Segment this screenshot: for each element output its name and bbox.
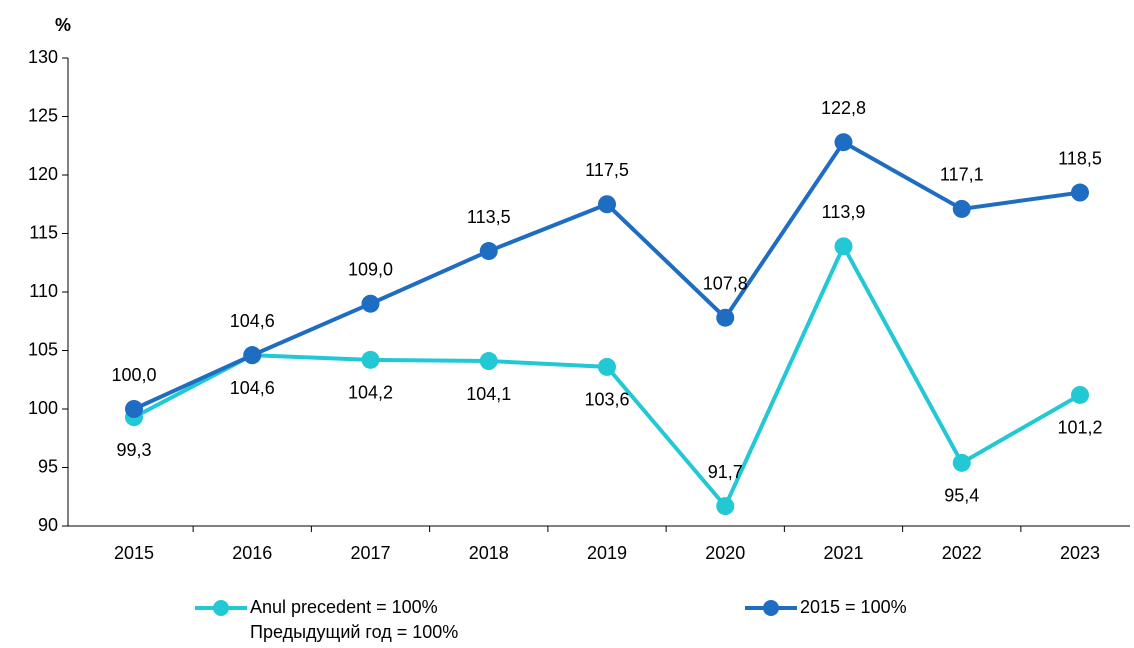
point <box>716 308 735 327</box>
x-tick-label: 2015 <box>114 543 154 563</box>
y-tick-label: 125 <box>28 105 58 125</box>
series-line <box>133 241 1081 510</box>
y-tick-label: 100 <box>28 398 58 418</box>
y-tick-label: 105 <box>28 339 58 359</box>
data-label: 113,9 <box>822 202 866 222</box>
data-label: 104,6 <box>230 378 275 398</box>
x-tick-label: 2016 <box>232 543 272 563</box>
y-tick-label: 115 <box>29 222 58 242</box>
point <box>716 497 735 516</box>
x-tick-label: 2023 <box>1060 543 1100 563</box>
data-label: 104,2 <box>348 383 393 403</box>
point <box>361 294 380 313</box>
data-label: 104,6 <box>230 311 275 331</box>
data-label: 103,6 <box>584 390 629 410</box>
y-tick-label: 130 <box>28 47 58 67</box>
point <box>598 357 616 376</box>
point <box>952 199 971 218</box>
point <box>125 400 143 418</box>
y-tick-label: 95 <box>38 456 58 476</box>
point <box>479 352 498 371</box>
data-label: 91,7 <box>708 462 743 482</box>
data-label: 117,5 <box>585 160 629 180</box>
y-axis-label: % <box>55 15 71 35</box>
y-tick-label: 110 <box>29 281 58 301</box>
x-tick-label: 2017 <box>350 543 390 563</box>
data-label: 95,4 <box>944 486 979 506</box>
legend-marker <box>763 600 779 616</box>
point <box>834 133 853 152</box>
x-tick-label: 2021 <box>823 543 863 563</box>
point <box>952 453 971 472</box>
point <box>361 350 380 369</box>
x-tick-label: 2020 <box>705 543 745 563</box>
point <box>1071 385 1089 404</box>
legend-label: Anul precedent = 100% Предыдущий год = 1… <box>250 597 459 642</box>
data-label: 101,2 <box>1057 418 1102 438</box>
x-tick-label: 2019 <box>587 543 627 563</box>
data-label: 122,8 <box>821 98 866 118</box>
legend-marker <box>213 600 229 616</box>
point <box>479 242 498 261</box>
x-tick-label: 2022 <box>942 543 982 563</box>
point <box>1071 183 1089 202</box>
y-tick-label: 120 <box>28 164 58 184</box>
data-label: 113,5 <box>467 207 511 227</box>
y-tick-label: 90 <box>38 515 58 535</box>
point <box>598 195 616 214</box>
point <box>243 346 262 365</box>
data-label: 104,1 <box>466 384 511 404</box>
data-label: 117,1 <box>940 165 984 185</box>
data-label: 107,8 <box>703 273 748 293</box>
x-tick-label: 2018 <box>469 543 509 563</box>
data-label: 109,0 <box>348 259 393 279</box>
data-label: 99,3 <box>116 440 151 460</box>
point <box>834 237 853 256</box>
data-label: 100,0 <box>111 365 156 385</box>
data-label: 118,5 <box>1058 148 1102 168</box>
legend-label: 2015 = 100% <box>800 597 907 617</box>
